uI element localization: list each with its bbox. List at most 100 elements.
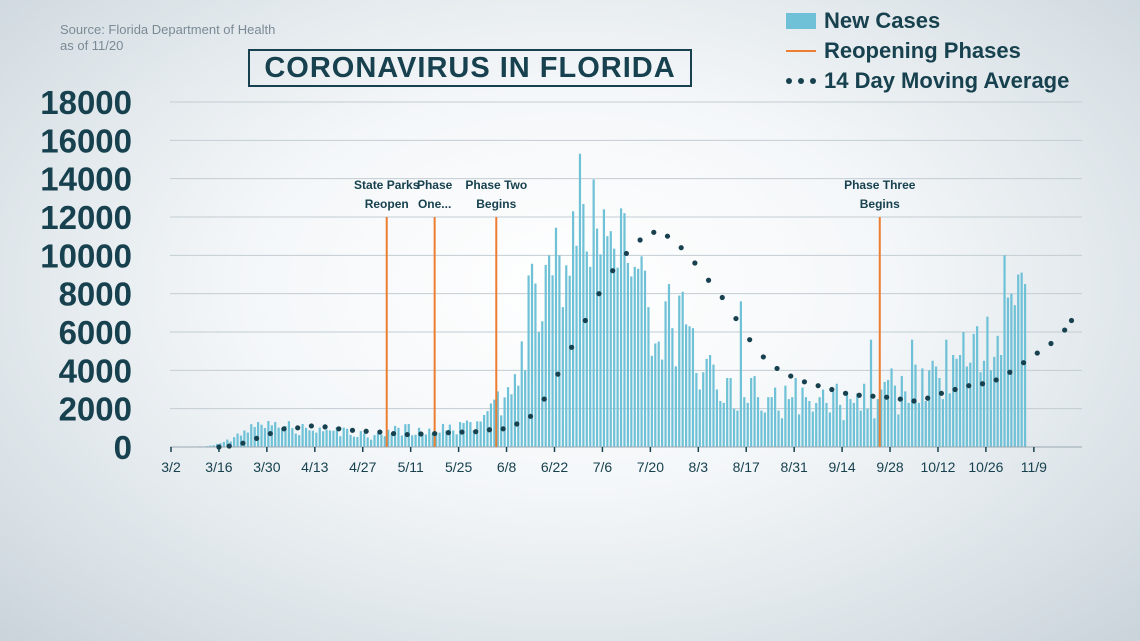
bar-new-cases — [383, 436, 386, 447]
moving-average-dot — [254, 435, 260, 441]
legend-item-moving-average: 14 Day Moving Average — [786, 66, 1069, 96]
bar-new-cases — [685, 324, 688, 447]
bar-new-cases — [972, 333, 975, 447]
moving-average-dot — [390, 430, 397, 437]
x-tick-label: 6/8 — [497, 459, 517, 475]
phase-label: Begins — [860, 197, 900, 211]
bar-new-cases — [808, 401, 811, 447]
bar-new-cases — [1020, 272, 1023, 447]
bar-new-cases — [548, 255, 551, 447]
x-tick-label: 11/9 — [1021, 459, 1047, 475]
bar-new-cases — [387, 429, 390, 447]
moving-average-dot — [651, 229, 657, 235]
bar-new-cases — [976, 326, 979, 447]
bar-new-cases — [277, 427, 280, 447]
bar-new-cases — [260, 424, 263, 447]
bar-new-cases — [948, 393, 951, 447]
bar-new-cases — [719, 401, 722, 447]
moving-average-dot — [418, 431, 424, 437]
bar-new-cases — [866, 408, 869, 447]
bar-new-cases — [424, 434, 427, 447]
bar-new-cases — [883, 381, 886, 447]
bar-new-cases — [342, 427, 345, 447]
bar-new-cases — [780, 418, 784, 447]
bar-new-cases — [626, 263, 629, 447]
bar-new-cases — [753, 376, 756, 447]
bar-new-cases — [774, 387, 777, 447]
bar-new-cases — [924, 401, 927, 447]
bar-new-cases — [369, 439, 373, 447]
bar-new-cases — [346, 428, 349, 447]
bar-new-cases — [585, 251, 588, 447]
bar-new-cases — [767, 397, 770, 447]
bar-new-cases — [643, 270, 647, 447]
x-tick-label: 8/3 — [689, 459, 709, 475]
bar-new-cases — [952, 355, 955, 447]
bar-new-cases — [582, 203, 585, 447]
bar-new-cases — [661, 359, 664, 447]
legend-item-reopening-phases: Reopening Phases — [786, 36, 1069, 66]
bar-new-cases — [322, 431, 325, 447]
bar-new-cases — [359, 431, 362, 447]
x-tick-label: 9/28 — [876, 459, 903, 475]
legend-label: New Cases — [824, 8, 941, 33]
bar-new-cases — [332, 430, 335, 447]
legend: New Cases Reopening Phases 14 Day Moving… — [786, 6, 1069, 96]
legend-item-new-cases: New Cases — [786, 6, 1069, 36]
moving-average-dot — [486, 427, 493, 433]
bar-new-cases — [589, 266, 592, 447]
moving-average-dot — [938, 390, 945, 396]
source-note: Source: Florida Department of Health as … — [60, 22, 275, 54]
moving-average-dot — [925, 395, 931, 401]
bar-new-cases — [760, 410, 763, 447]
moving-average-dot — [719, 294, 725, 301]
bar-new-cases — [852, 402, 855, 447]
bar-new-cases — [941, 399, 944, 447]
bar-new-cases — [246, 432, 249, 447]
bar-new-cases — [311, 430, 314, 447]
bar-new-cases — [914, 364, 917, 447]
bar-new-cases — [315, 432, 318, 447]
bar-new-cases — [455, 434, 458, 447]
bar-new-cases — [729, 378, 732, 447]
bar-new-cases — [301, 424, 304, 447]
bar-new-cases — [708, 355, 712, 447]
moving-average-dot — [966, 383, 972, 389]
bar-new-cases — [352, 436, 356, 447]
x-tick-label: 8/17 — [733, 459, 760, 475]
bar-new-cases — [715, 389, 719, 447]
bar-new-cases — [441, 424, 445, 447]
y-tick-label: 10000 — [40, 237, 132, 274]
moving-average-dot — [733, 315, 739, 322]
moving-average-dot — [582, 317, 588, 324]
bar-new-cases — [503, 397, 506, 447]
bar-new-cases — [934, 366, 938, 447]
bar-new-cases — [993, 356, 996, 447]
y-tick-label: 4000 — [59, 352, 132, 389]
moving-average-dot — [664, 233, 671, 239]
bar-new-cases — [534, 283, 537, 447]
bar-new-cases — [479, 421, 482, 447]
bar-new-cases — [602, 209, 606, 447]
moving-average-dot — [801, 379, 808, 385]
y-tick-label: 6000 — [59, 314, 132, 351]
bar-new-cases — [986, 316, 989, 447]
bar-new-cases — [982, 360, 986, 447]
y-tick-label: 14000 — [40, 161, 132, 198]
legend-label: Reopening Phases — [824, 38, 1021, 63]
bar-new-cases — [209, 445, 212, 447]
moving-average-dot — [349, 427, 356, 433]
moving-average-dot — [1062, 327, 1068, 333]
moving-average-dot — [747, 337, 753, 343]
bar-new-cases — [373, 435, 376, 447]
bar-new-cases — [695, 373, 698, 447]
bar-new-cases — [308, 430, 311, 447]
bar-new-cases — [732, 408, 736, 447]
bar-new-cases — [438, 432, 441, 447]
x-tick-label: 8/31 — [781, 459, 808, 475]
bar-new-cases — [674, 366, 677, 447]
bar-new-cases — [363, 433, 366, 447]
bar-new-cases — [465, 420, 469, 447]
moving-average-dot — [240, 440, 246, 446]
